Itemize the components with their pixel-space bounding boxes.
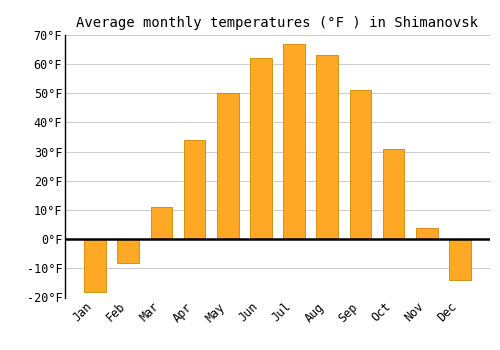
Bar [449, 239, 470, 280]
Bar [150, 207, 172, 239]
Bar [350, 90, 371, 239]
Bar [383, 149, 404, 239]
Title: Average monthly temperatures (°F ) in Shimanovsk: Average monthly temperatures (°F ) in Sh… [76, 16, 478, 30]
Bar [217, 93, 238, 239]
Bar [184, 140, 206, 239]
Bar [250, 58, 272, 239]
Bar [284, 44, 305, 239]
Bar [118, 239, 139, 262]
Bar [416, 228, 438, 239]
Bar [84, 239, 106, 292]
Bar [316, 55, 338, 239]
